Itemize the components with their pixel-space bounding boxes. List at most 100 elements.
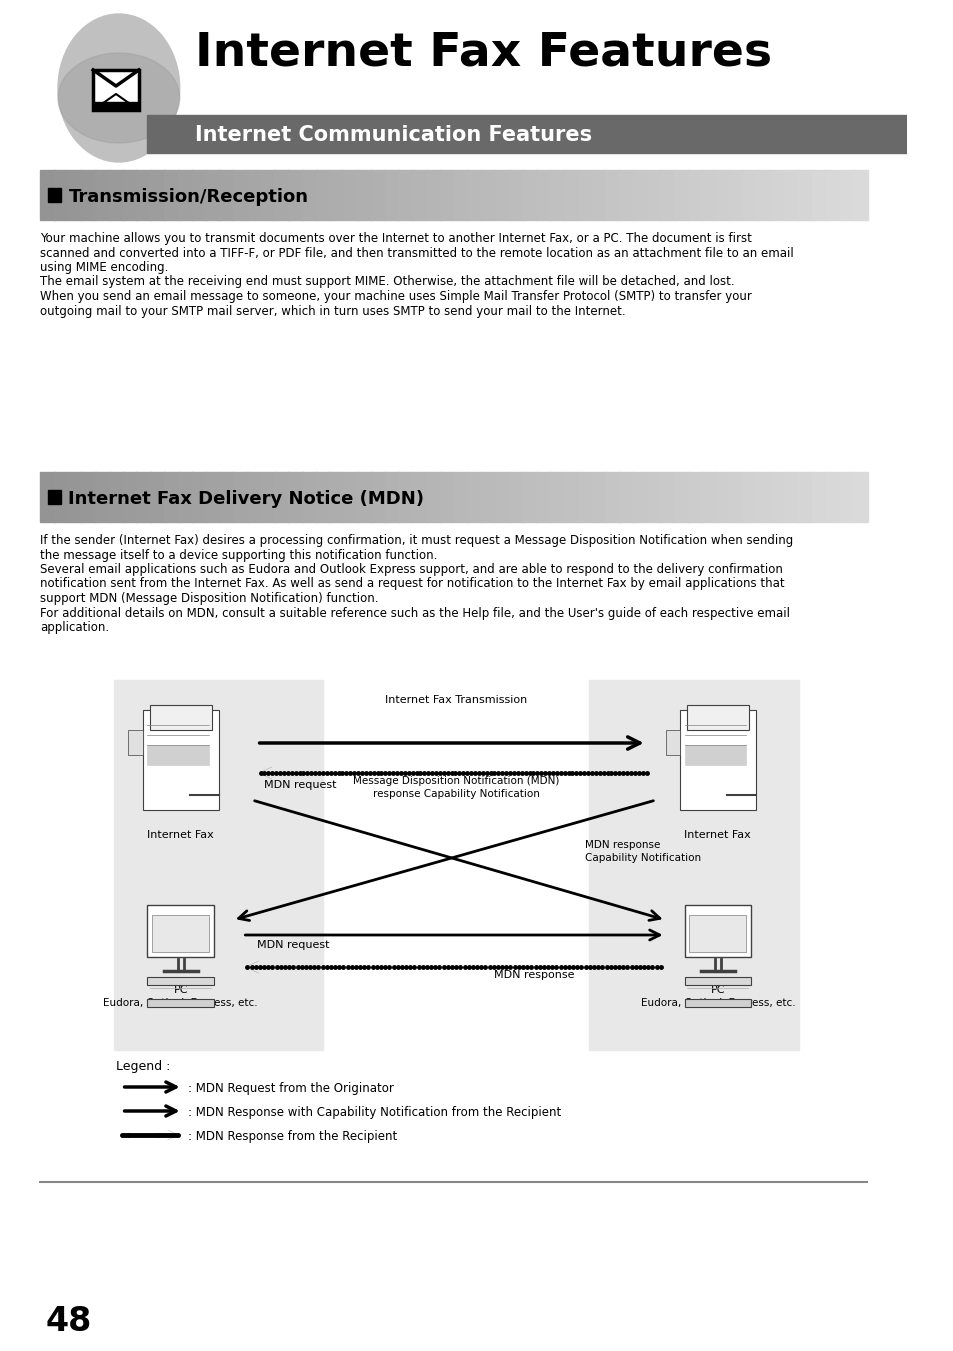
Text: PC: PC bbox=[710, 985, 724, 994]
FancyBboxPatch shape bbox=[147, 744, 209, 765]
FancyBboxPatch shape bbox=[53, 170, 69, 220]
FancyBboxPatch shape bbox=[770, 170, 784, 220]
FancyBboxPatch shape bbox=[783, 471, 799, 521]
FancyBboxPatch shape bbox=[550, 471, 564, 521]
FancyBboxPatch shape bbox=[95, 471, 110, 521]
Text: Internet Fax Features: Internet Fax Features bbox=[194, 30, 771, 76]
FancyBboxPatch shape bbox=[425, 170, 440, 220]
FancyBboxPatch shape bbox=[150, 705, 212, 730]
FancyBboxPatch shape bbox=[136, 170, 151, 220]
FancyBboxPatch shape bbox=[839, 170, 853, 220]
Text: When you send an email message to someone, your machine uses Simple Mail Transfe: When you send an email message to someon… bbox=[40, 290, 751, 303]
FancyBboxPatch shape bbox=[495, 471, 509, 521]
FancyBboxPatch shape bbox=[480, 471, 496, 521]
FancyBboxPatch shape bbox=[563, 170, 578, 220]
FancyBboxPatch shape bbox=[632, 471, 647, 521]
FancyBboxPatch shape bbox=[93, 101, 139, 109]
FancyBboxPatch shape bbox=[68, 170, 82, 220]
FancyBboxPatch shape bbox=[728, 471, 743, 521]
FancyBboxPatch shape bbox=[177, 471, 193, 521]
FancyBboxPatch shape bbox=[715, 471, 729, 521]
FancyBboxPatch shape bbox=[371, 471, 385, 521]
FancyBboxPatch shape bbox=[109, 471, 124, 521]
Text: Internet Fax: Internet Fax bbox=[147, 830, 213, 840]
FancyBboxPatch shape bbox=[219, 170, 233, 220]
FancyBboxPatch shape bbox=[453, 471, 468, 521]
FancyBboxPatch shape bbox=[467, 170, 481, 220]
Text: Eudora, Outlook Express, etc.: Eudora, Outlook Express, etc. bbox=[103, 998, 257, 1008]
FancyBboxPatch shape bbox=[659, 471, 675, 521]
FancyBboxPatch shape bbox=[659, 170, 675, 220]
FancyBboxPatch shape bbox=[68, 471, 82, 521]
Text: For additional details on MDN, consult a suitable reference such as the Help fil: For additional details on MDN, consult a… bbox=[40, 607, 789, 620]
FancyBboxPatch shape bbox=[343, 471, 357, 521]
FancyBboxPatch shape bbox=[136, 471, 151, 521]
Text: : MDN Response with Capability Notification from the Recipient: : MDN Response with Capability Notificat… bbox=[188, 1106, 561, 1119]
FancyBboxPatch shape bbox=[192, 170, 206, 220]
FancyBboxPatch shape bbox=[589, 680, 798, 1050]
FancyBboxPatch shape bbox=[687, 471, 702, 521]
FancyBboxPatch shape bbox=[756, 471, 771, 521]
Text: the message itself to a device supporting this notification function.: the message itself to a device supportin… bbox=[40, 549, 436, 562]
FancyBboxPatch shape bbox=[205, 170, 220, 220]
FancyBboxPatch shape bbox=[384, 170, 399, 220]
FancyBboxPatch shape bbox=[798, 471, 812, 521]
FancyBboxPatch shape bbox=[604, 471, 619, 521]
Ellipse shape bbox=[58, 14, 179, 162]
FancyBboxPatch shape bbox=[164, 170, 178, 220]
FancyBboxPatch shape bbox=[150, 471, 165, 521]
Text: Internet Fax Transmission: Internet Fax Transmission bbox=[385, 694, 527, 705]
FancyBboxPatch shape bbox=[646, 170, 660, 220]
Text: : MDN Response from the Recipient: : MDN Response from the Recipient bbox=[188, 1129, 397, 1143]
FancyBboxPatch shape bbox=[756, 170, 771, 220]
FancyBboxPatch shape bbox=[205, 471, 220, 521]
FancyBboxPatch shape bbox=[81, 471, 96, 521]
FancyBboxPatch shape bbox=[247, 471, 261, 521]
FancyBboxPatch shape bbox=[701, 170, 716, 220]
FancyBboxPatch shape bbox=[164, 471, 178, 521]
FancyBboxPatch shape bbox=[384, 471, 399, 521]
FancyBboxPatch shape bbox=[398, 170, 413, 220]
FancyBboxPatch shape bbox=[684, 905, 750, 957]
FancyBboxPatch shape bbox=[288, 471, 302, 521]
FancyBboxPatch shape bbox=[563, 471, 578, 521]
FancyBboxPatch shape bbox=[684, 998, 750, 1006]
FancyBboxPatch shape bbox=[315, 170, 330, 220]
FancyBboxPatch shape bbox=[550, 170, 564, 220]
FancyBboxPatch shape bbox=[646, 471, 660, 521]
FancyBboxPatch shape bbox=[508, 471, 523, 521]
FancyBboxPatch shape bbox=[150, 170, 165, 220]
Text: Message Disposition Notification (MDN)
response Capability Notification: Message Disposition Notification (MDN) r… bbox=[353, 775, 559, 800]
FancyBboxPatch shape bbox=[129, 730, 142, 755]
FancyBboxPatch shape bbox=[147, 115, 906, 153]
Text: MDN request: MDN request bbox=[264, 780, 336, 790]
FancyBboxPatch shape bbox=[522, 471, 537, 521]
FancyBboxPatch shape bbox=[329, 170, 344, 220]
FancyBboxPatch shape bbox=[689, 915, 745, 952]
FancyBboxPatch shape bbox=[618, 471, 633, 521]
Text: Eudora, Outlook Express, etc.: Eudora, Outlook Express, etc. bbox=[639, 998, 794, 1008]
Text: Internet Fax Delivery Notice (MDN): Internet Fax Delivery Notice (MDN) bbox=[69, 490, 424, 508]
FancyBboxPatch shape bbox=[686, 705, 748, 730]
Text: using MIME encoding.: using MIME encoding. bbox=[40, 261, 168, 274]
FancyBboxPatch shape bbox=[274, 170, 289, 220]
FancyBboxPatch shape bbox=[315, 471, 330, 521]
Text: scanned and converted into a TIFF-F, or PDF file, and then transmitted to the re: scanned and converted into a TIFF-F, or … bbox=[40, 246, 793, 259]
FancyBboxPatch shape bbox=[684, 744, 745, 765]
Text: application.: application. bbox=[40, 621, 109, 634]
Text: MDN request: MDN request bbox=[256, 940, 329, 950]
FancyBboxPatch shape bbox=[412, 170, 426, 220]
Text: MDN response: MDN response bbox=[494, 970, 575, 979]
Text: Several email applications such as Eudora and Outlook Express support, and are a: Several email applications such as Eudor… bbox=[40, 563, 782, 576]
FancyBboxPatch shape bbox=[343, 170, 357, 220]
Text: Transmission/Reception: Transmission/Reception bbox=[69, 188, 308, 205]
Text: : MDN Request from the Originator: : MDN Request from the Originator bbox=[188, 1082, 394, 1096]
FancyBboxPatch shape bbox=[439, 170, 454, 220]
FancyBboxPatch shape bbox=[398, 471, 413, 521]
Ellipse shape bbox=[58, 53, 179, 143]
FancyBboxPatch shape bbox=[177, 170, 193, 220]
FancyBboxPatch shape bbox=[679, 711, 755, 811]
FancyBboxPatch shape bbox=[742, 170, 757, 220]
Text: Internet Communication Features: Internet Communication Features bbox=[194, 126, 592, 145]
FancyBboxPatch shape bbox=[93, 70, 139, 109]
